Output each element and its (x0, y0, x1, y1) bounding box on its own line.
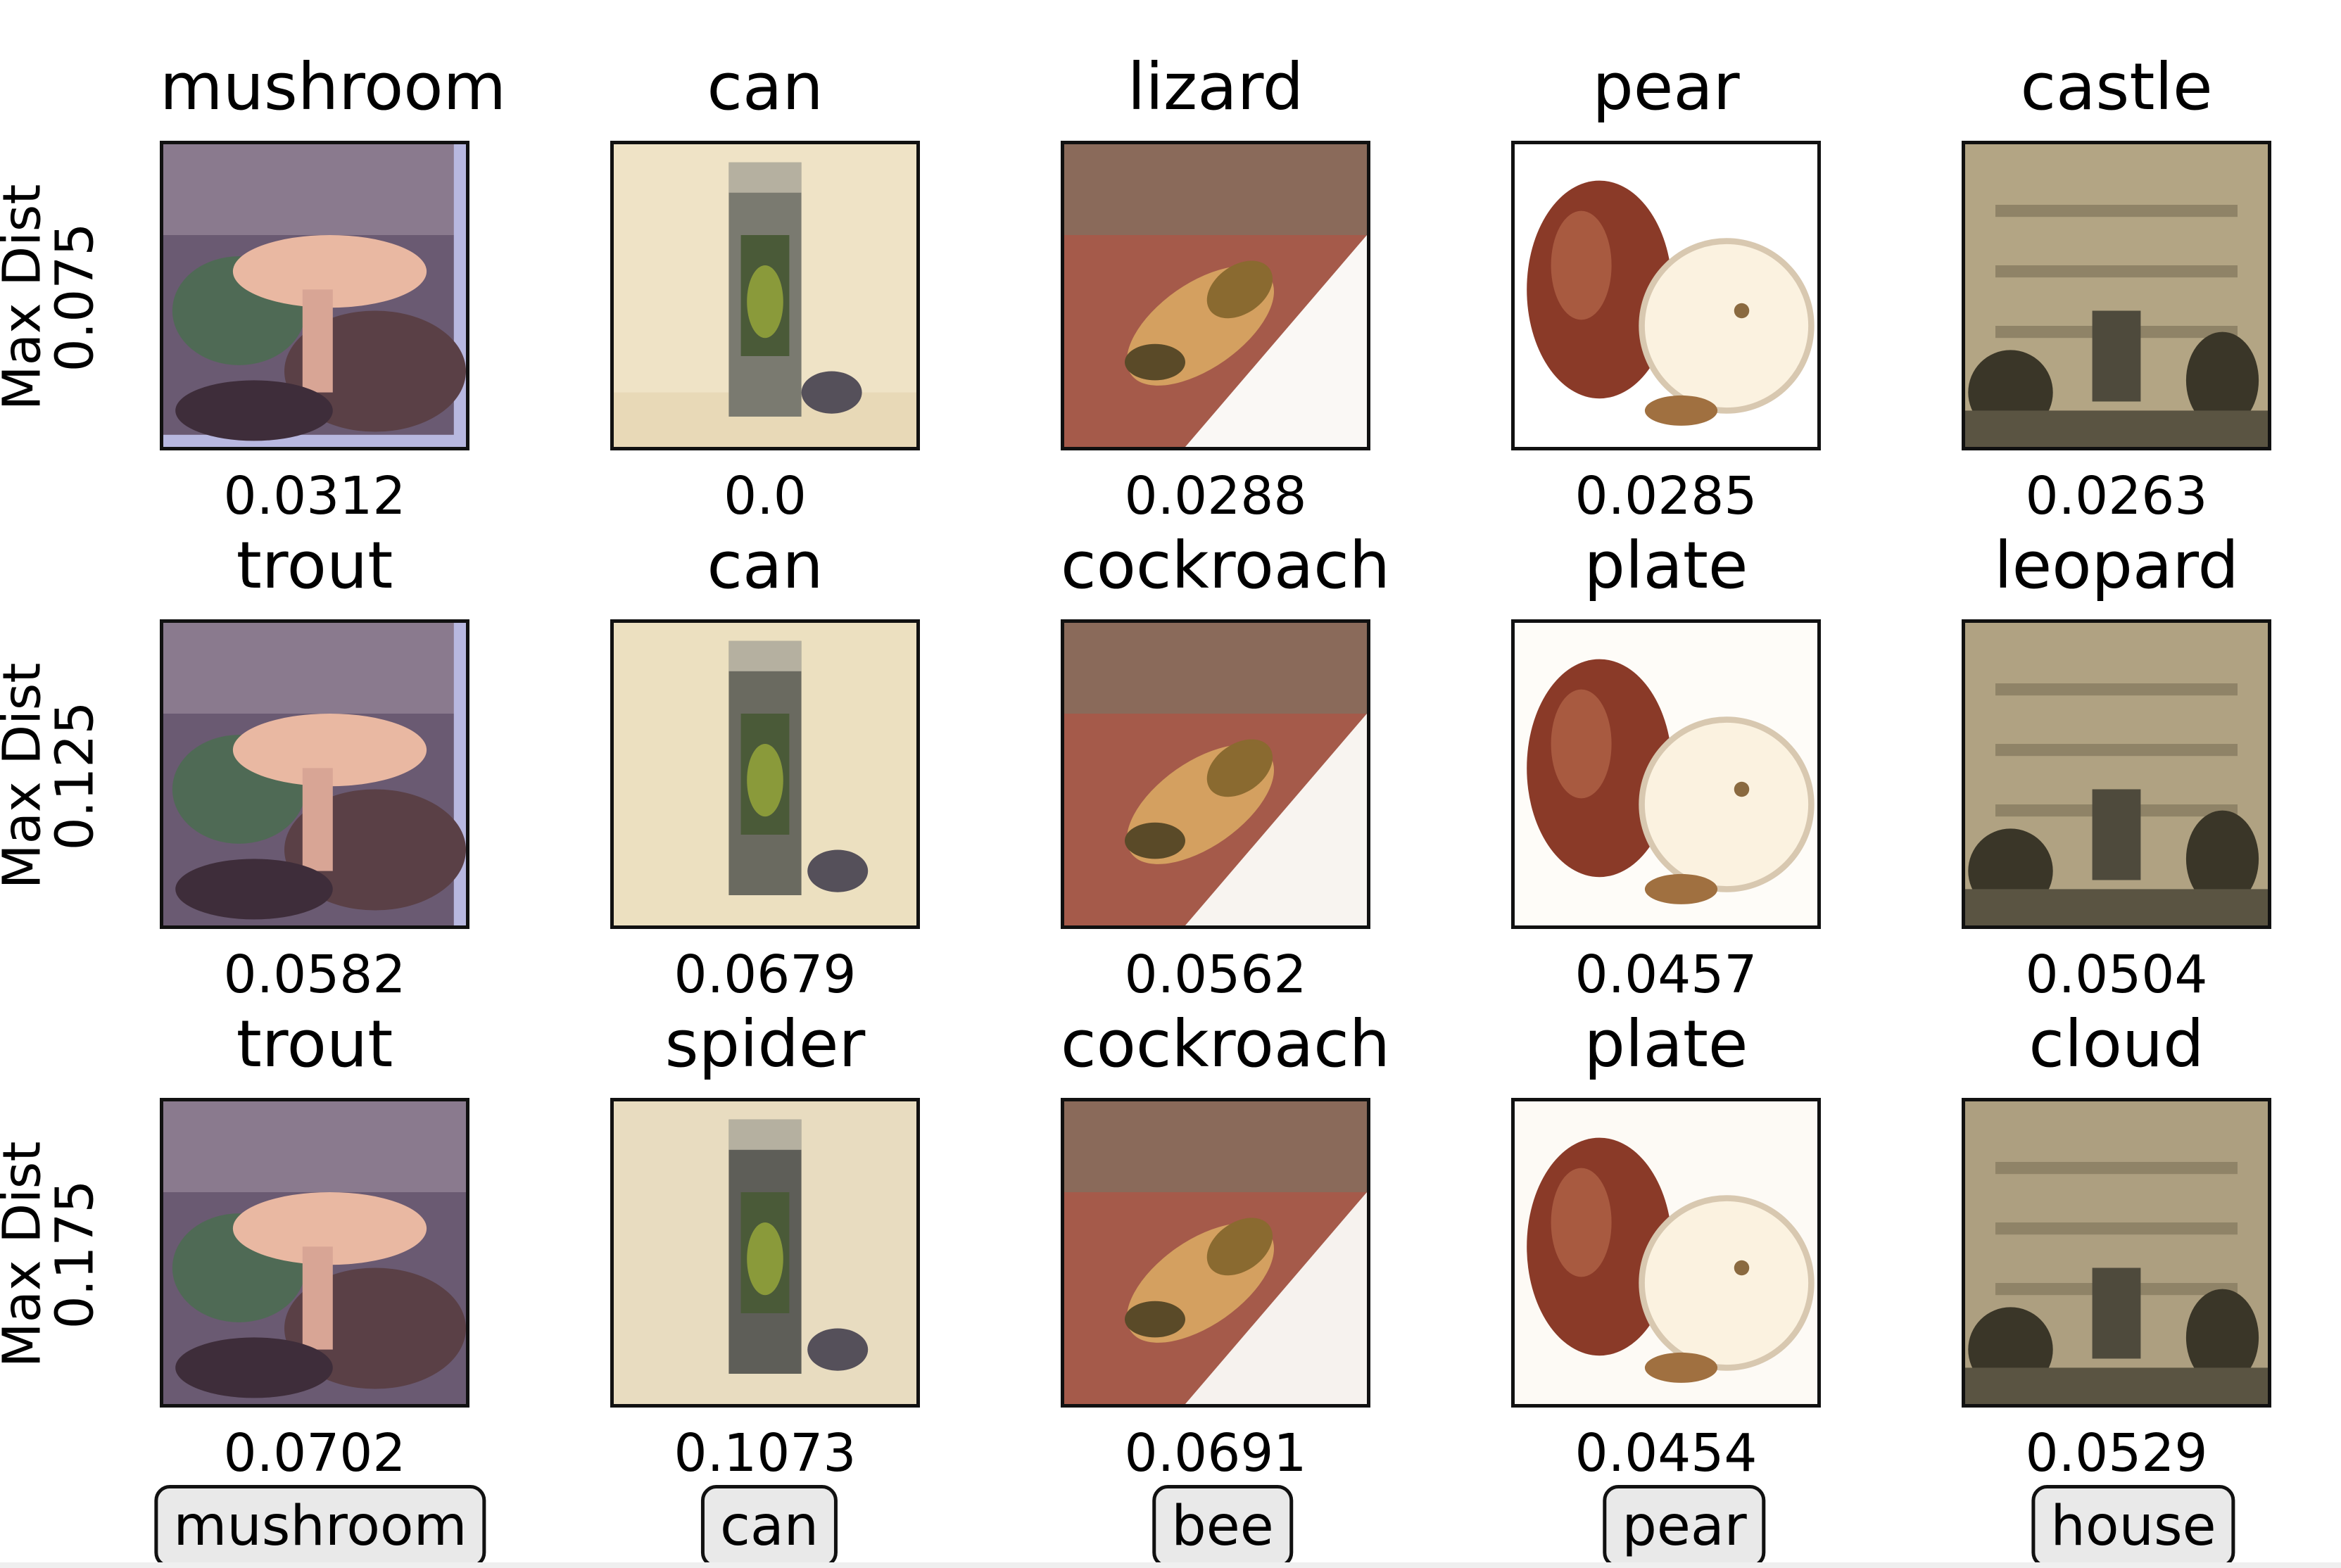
distance-value: 0.0702 (223, 1423, 406, 1484)
true-label-bee: bee (1152, 1485, 1293, 1568)
row-label-2-line1: Max Dist (0, 1141, 53, 1368)
bee-image (1061, 1098, 1370, 1408)
bee-image (1061, 141, 1370, 450)
pred-label: leopard (1994, 528, 2239, 603)
row-label-0-line2: 0.075 (45, 222, 106, 372)
pred-label: mushroom (160, 49, 507, 125)
row-label-1: Max Dist 0.125 (0, 593, 106, 959)
pred-label: trout (236, 528, 393, 603)
distance-value: 0.1073 (674, 1423, 857, 1484)
distance-value: 0.0457 (1575, 944, 1758, 1005)
pred-label: plate (1584, 528, 1748, 603)
bottle-image (610, 619, 920, 929)
pear-image (1511, 1098, 1821, 1408)
distance-value: 0.0529 (2025, 1423, 2208, 1484)
building-image (1962, 141, 2271, 450)
mushroom-image (160, 141, 469, 450)
distance-value: 0.0691 (1124, 1423, 1307, 1484)
pear-image (1511, 619, 1821, 929)
pred-label: cockroach (1061, 528, 1391, 603)
distance-value: 0.0679 (674, 944, 857, 1005)
pred-label: spider (664, 1006, 866, 1082)
row-label-1-line2: 0.125 (45, 701, 106, 851)
row-label-1-line1: Max Dist (0, 662, 53, 890)
distance-value: 0.0285 (1575, 466, 1758, 526)
building-image (1962, 619, 2271, 929)
pred-label: lizard (1127, 49, 1304, 125)
row-label-2: Max Dist 0.175 (0, 1071, 106, 1437)
bee-image (1061, 619, 1370, 929)
row-label-0-line1: Max Dist (0, 184, 53, 411)
building-image (1962, 1098, 2271, 1408)
pred-label: can (707, 528, 824, 603)
pred-label: plate (1584, 1006, 1748, 1082)
true-label-can: can (700, 1485, 838, 1568)
true-label-house: house (2031, 1485, 2235, 1568)
bottle-image (610, 1098, 920, 1408)
distance-value: 0.0562 (1124, 944, 1307, 1005)
distance-value: 0.0288 (1124, 466, 1307, 526)
distance-value: 0.0312 (223, 466, 406, 526)
pred-label: cockroach (1061, 1006, 1391, 1082)
pred-label: trout (236, 1006, 393, 1082)
pred-label: pear (1592, 49, 1740, 125)
distance-value: 0.0 (724, 466, 807, 526)
row-label-0: Max Dist 0.075 (0, 114, 106, 480)
mushroom-image (160, 619, 469, 929)
true-label-pear: pear (1603, 1485, 1766, 1568)
distance-value: 0.0454 (1575, 1423, 1758, 1484)
pred-label: cloud (2028, 1006, 2204, 1082)
pred-label: castle (2020, 49, 2213, 125)
distance-value: 0.0582 (223, 944, 406, 1005)
distance-value: 0.0263 (2025, 466, 2208, 526)
pred-label: can (707, 49, 824, 125)
distance-value: 0.0504 (2025, 944, 2208, 1005)
true-label-mushroom: mushroom (154, 1485, 486, 1568)
row-label-2-line2: 0.175 (45, 1180, 106, 1329)
bottom-strip (0, 1562, 2341, 1568)
bottle-image (610, 141, 920, 450)
pear-image (1511, 141, 1821, 450)
mushroom-image (160, 1098, 469, 1408)
